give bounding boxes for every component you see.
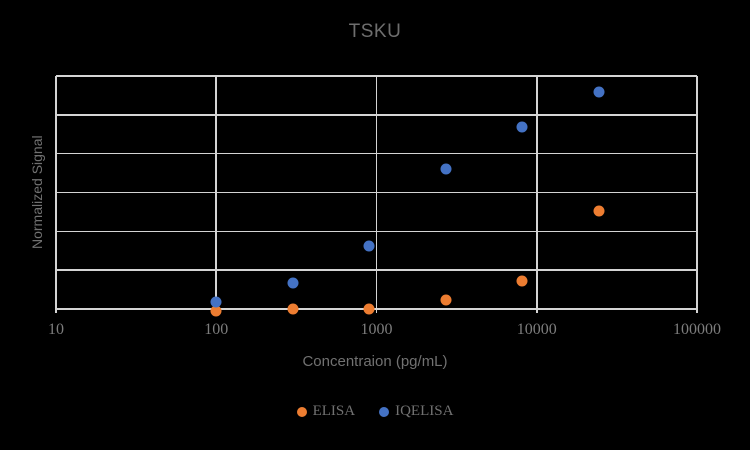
chart-title: TSKU bbox=[348, 21, 402, 42]
vertical-gridline bbox=[55, 76, 57, 309]
legend-item-iqelisa: IQELISA bbox=[379, 403, 453, 420]
x-tick-label: 10000 bbox=[516, 321, 557, 338]
vertical-gridline bbox=[375, 76, 378, 309]
x-axis-tick-labels: 10 100 1000 10000 100000 bbox=[48, 321, 721, 341]
legend-marker-elisa-icon bbox=[296, 406, 307, 417]
legend-label-iqelisa: IQELISA bbox=[395, 403, 454, 419]
data-point-elisa bbox=[593, 205, 605, 217]
legend-marker-iqelisa-icon bbox=[379, 406, 390, 417]
data-point-iqelisa bbox=[440, 163, 452, 175]
x-axis-tick-mark bbox=[375, 309, 378, 313]
x-axis-tick-mark bbox=[696, 309, 698, 313]
data-point-iqelisa bbox=[210, 296, 222, 308]
data-point-elisa bbox=[363, 303, 375, 315]
y-axis-label: Normalized Signal bbox=[29, 135, 45, 250]
vertical-gridline bbox=[696, 76, 698, 309]
x-axis-tick-mark bbox=[55, 309, 57, 313]
vertical-gridline bbox=[535, 76, 538, 309]
data-point-iqelisa bbox=[363, 240, 375, 252]
x-tick-label: 1000 bbox=[360, 321, 393, 338]
data-point-iqelisa bbox=[593, 86, 605, 98]
x-tick-label: 100 bbox=[204, 321, 229, 338]
x-tick-label: 100000 bbox=[673, 321, 721, 338]
x-tick-label: 10 bbox=[48, 321, 64, 338]
data-point-elisa bbox=[516, 275, 528, 287]
data-point-elisa bbox=[287, 303, 299, 315]
data-point-iqelisa bbox=[516, 121, 528, 133]
legend-label-elisa: ELISA bbox=[312, 403, 356, 419]
x-axis-tick-mark bbox=[535, 309, 538, 313]
plot-area bbox=[55, 75, 698, 317]
data-point-iqelisa bbox=[287, 277, 299, 289]
legend: ELISA IQELISA bbox=[0, 403, 750, 420]
x-axis-label: Concentraion (pg/mL) bbox=[302, 353, 448, 370]
vertical-gridline bbox=[215, 76, 218, 309]
legend-item-elisa: ELISA bbox=[296, 403, 356, 420]
data-point-elisa bbox=[210, 305, 222, 317]
data-point-elisa bbox=[440, 294, 452, 306]
